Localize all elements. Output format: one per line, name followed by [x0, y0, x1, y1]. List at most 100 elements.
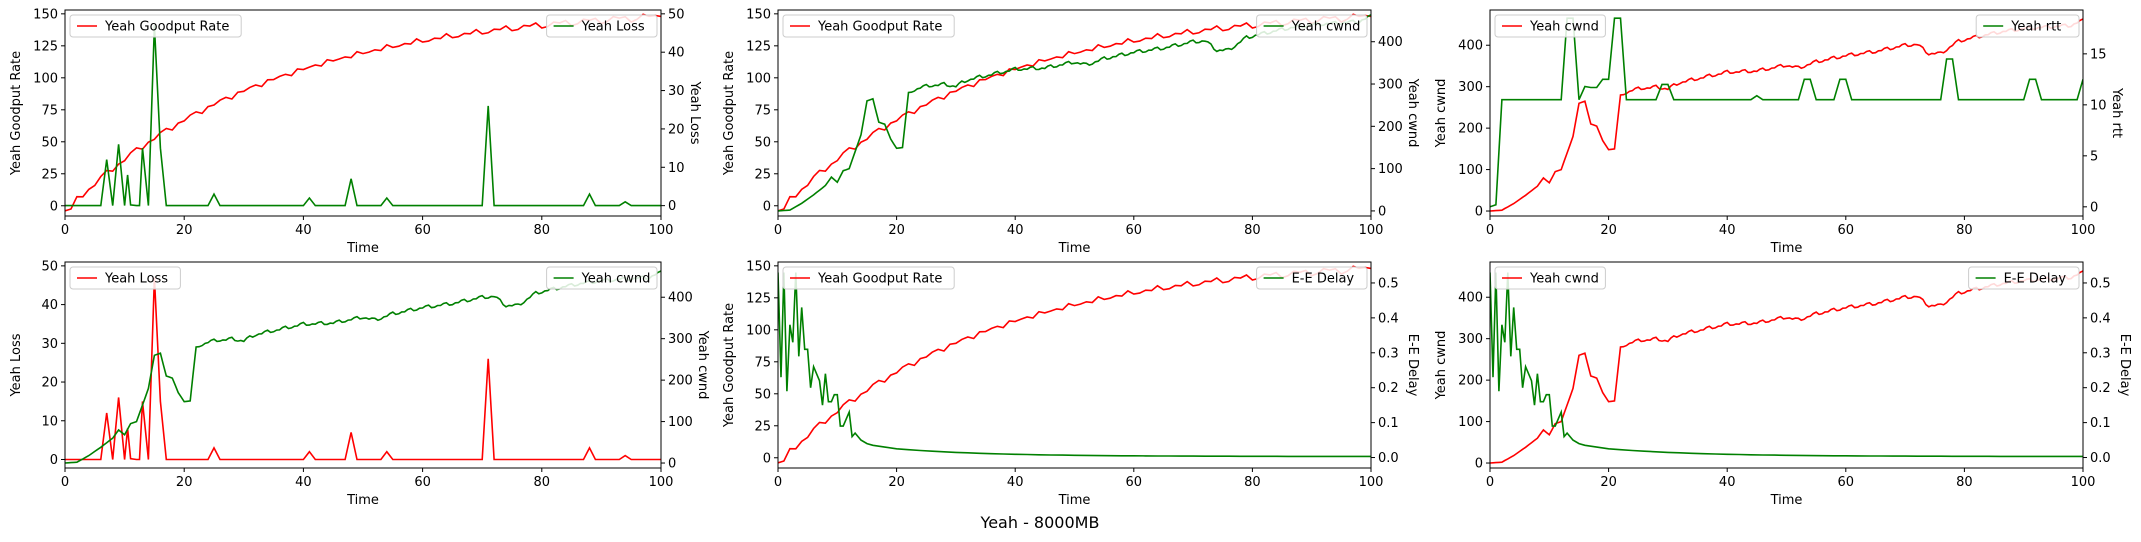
x-tick-label: 40 [295, 223, 312, 238]
x-tick-label: 60 [1126, 475, 1143, 490]
legend-label: E-E Delay [1292, 272, 1355, 287]
x-tick-label: 100 [1359, 475, 1384, 490]
x-tick-label: 80 [534, 475, 551, 490]
right-tick-label: 0.5 [1378, 276, 1399, 291]
right-tick-label: 0 [2090, 200, 2098, 215]
left-tick-label: 50 [754, 135, 771, 150]
left-tick-label: 0 [50, 199, 58, 214]
legend-right: Yeah rtt [1975, 14, 2080, 38]
axes-frame [1489, 9, 2084, 217]
left-tick-label: 75 [754, 103, 771, 118]
x-tick-label: 100 [649, 475, 674, 490]
x-tick-label: 60 [414, 475, 431, 490]
right-tick-label: 300 [668, 332, 693, 347]
x-axis-label: Time [1058, 493, 1091, 508]
x-tick-label: 0 [774, 223, 782, 238]
left-tick-label: 50 [41, 135, 58, 150]
right-tick-label: 0.0 [1378, 451, 1399, 466]
axes-frame [64, 261, 662, 469]
right-tick-label: 15 [2090, 47, 2107, 62]
x-tick-label: 0 [1486, 223, 1494, 238]
right-tick-label: 0 [668, 457, 676, 472]
right-tick-label: 0.4 [2090, 311, 2111, 326]
left-tick-label: 150 [746, 7, 771, 22]
legend-left: Yeah Goodput Rate [69, 14, 242, 38]
right-tick-label: 400 [668, 291, 693, 306]
legend-right: Yeah cwnd [546, 266, 658, 290]
x-tick-label: 100 [2071, 475, 2096, 490]
x-tick-label: 0 [61, 223, 69, 238]
right-axis-label: E-E Delay [1405, 334, 1420, 397]
subplot-3: 0 20 40 60 80 100 Time 0 100 200 300 400 Yeah cwnd 0 5… [1434, 9, 2124, 256]
x-tick-label: 20 [888, 223, 905, 238]
x-tick-label: 40 [295, 475, 312, 490]
left-tick-label: 30 [41, 337, 58, 352]
right-tick-label: 0.1 [2090, 416, 2111, 431]
legend-label: Yeah Goodput Rate [817, 272, 942, 287]
x-tick-label: 40 [1007, 223, 1024, 238]
left-tick-label: 0 [763, 199, 771, 214]
x-tick-label: 80 [534, 223, 551, 238]
series-line-e-e-delay [1490, 272, 2083, 458]
right-tick-label: 0.2 [2090, 381, 2111, 396]
legend-label: Yeah cwnd [1529, 272, 1599, 287]
legend-left: Yeah Loss [69, 266, 181, 290]
left-tick-label: 40 [41, 298, 58, 313]
left-axis-label: Yeah cwnd [1434, 331, 1449, 401]
left-tick-label: 100 [1458, 163, 1483, 178]
legend-label: Yeah Loss [104, 272, 168, 287]
series-line-yeah-goodput-rate [778, 13, 1371, 212]
right-axis-label: Yeah rtt [2109, 87, 2124, 138]
left-tick-label: 400 [1458, 291, 1483, 306]
series-line-yeah-cwnd [778, 14, 1371, 212]
series-line-yeah-loss [65, 277, 661, 461]
legend-label: E-E Delay [2004, 272, 2067, 287]
left-axis-label: Yeah Goodput Rate [9, 51, 24, 176]
legend-label: Yeah cwnd [581, 272, 651, 287]
left-tick-label: 150 [746, 259, 771, 274]
right-tick-label: 10 [2090, 98, 2107, 113]
left-tick-label: 100 [1458, 415, 1483, 430]
right-tick-label: 100 [668, 415, 693, 430]
right-tick-label: 50 [668, 7, 685, 22]
x-tick-label: 40 [1007, 475, 1024, 490]
left-tick-label: 25 [754, 167, 771, 182]
left-tick-label: 0 [1475, 457, 1483, 472]
legend-right: E-E Delay [1968, 266, 2080, 290]
series-line-yeah-loss [65, 25, 661, 207]
x-tick-label: 20 [176, 475, 193, 490]
legend-left: Yeah cwnd [1494, 266, 1606, 290]
right-tick-label: 0.2 [1378, 381, 1399, 396]
right-tick-label: 0.1 [1378, 416, 1399, 431]
series-line-yeah-goodput-rate [778, 265, 1371, 464]
right-tick-label: 0.4 [1378, 311, 1399, 326]
right-axis-label: Yeah cwnd [695, 330, 710, 400]
right-tick-label: 20 [668, 122, 685, 137]
right-tick-label: 300 [1378, 78, 1403, 93]
x-axis-label: Time [346, 241, 379, 256]
left-tick-label: 50 [41, 259, 58, 274]
legend-label: Yeah rtt [2010, 20, 2061, 35]
right-tick-label: 10 [668, 161, 685, 176]
x-tick-label: 20 [176, 223, 193, 238]
axes-frame [777, 261, 1372, 469]
x-tick-label: 80 [1956, 475, 1973, 490]
legend-right: E-E Delay [1256, 266, 1368, 290]
left-axis-label: Yeah Loss [9, 333, 24, 397]
series-line-yeah-cwnd [1490, 270, 2083, 464]
x-tick-label: 40 [1719, 475, 1736, 490]
left-tick-label: 0 [50, 453, 58, 468]
left-tick-label: 20 [41, 376, 58, 391]
x-axis-label: Time [1058, 241, 1091, 256]
right-tick-label: 0.0 [2090, 451, 2111, 466]
x-axis-label: Time [1770, 241, 1803, 256]
subplot-2: 0 20 40 60 80 100 Time 0 25 50 75 100 125 150 Yeah Goo… [722, 7, 1420, 256]
figure-suptitle: Yeah - 8000MB [980, 513, 1100, 532]
right-tick-label: 5 [2090, 149, 2098, 164]
right-tick-label: 200 [668, 374, 693, 389]
left-tick-label: 100 [746, 323, 771, 338]
right-tick-label: 100 [1378, 162, 1403, 177]
left-axis-label: Yeah Goodput Rate [722, 303, 737, 428]
left-axis-label: Yeah cwnd [1434, 79, 1449, 149]
legend-label: Yeah Goodput Rate [817, 20, 942, 35]
